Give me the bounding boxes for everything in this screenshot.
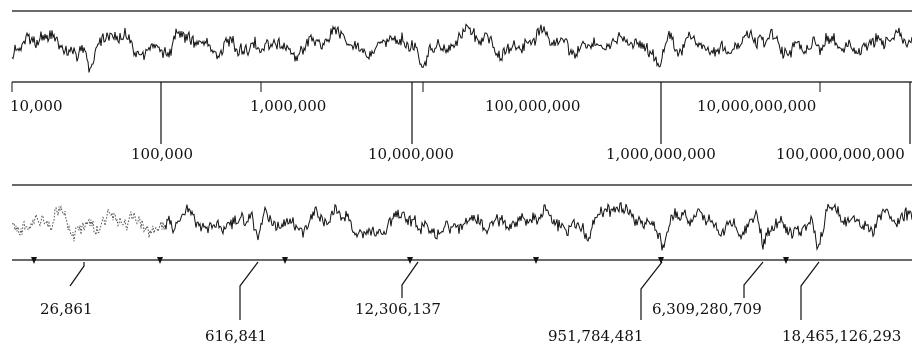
triangle-marker xyxy=(407,257,413,264)
triangle-marker xyxy=(783,257,789,264)
bottom-panel: 26,861 12,306,137 6,309,280,709 616,841 … xyxy=(12,184,912,345)
bottom-waveform-dotted xyxy=(12,205,166,242)
scale-label-10000000000: 10,000,000,000 xyxy=(697,97,816,115)
value-label-6309280709: 6,309,280,709 xyxy=(652,300,762,318)
leader-26861 xyxy=(69,262,85,287)
triangle-marker xyxy=(31,257,37,264)
leader-616841 xyxy=(239,261,259,320)
scale-label-100000000000: 100,000,000,000 xyxy=(776,145,905,163)
scale-label-10000: 10,000 xyxy=(10,97,63,115)
leader-6309280709 xyxy=(743,261,764,298)
scale-label-1000000000: 1,000,000,000 xyxy=(606,145,716,163)
scale-label-10000000: 10,000,000 xyxy=(368,145,454,163)
triangle-marker xyxy=(282,257,288,264)
scale-label-100000000: 100,000,000 xyxy=(485,97,580,115)
value-label-951784481: 951,784,481 xyxy=(548,327,643,345)
bottom-waveform xyxy=(164,201,912,251)
triangle-marker xyxy=(658,257,664,264)
scale-label-1000000: 1,000,000 xyxy=(250,97,326,115)
top-panel: 10,000 1,000,000 100,000,000 10,000,000,… xyxy=(10,10,912,163)
leader-18465126293 xyxy=(800,261,820,320)
top-waveform xyxy=(11,23,912,73)
value-label-26861: 26,861 xyxy=(40,300,93,318)
value-label-18465126293: 18,465,126,293 xyxy=(782,327,901,345)
leader-12306137 xyxy=(401,261,419,298)
triangle-marker xyxy=(157,257,163,264)
value-label-12306137: 12,306,137 xyxy=(355,300,441,318)
triangle-marker xyxy=(533,257,539,264)
scale-label-100000: 100,000 xyxy=(131,145,193,163)
leader-951784481 xyxy=(640,261,663,320)
value-label-616841: 616,841 xyxy=(205,327,267,345)
